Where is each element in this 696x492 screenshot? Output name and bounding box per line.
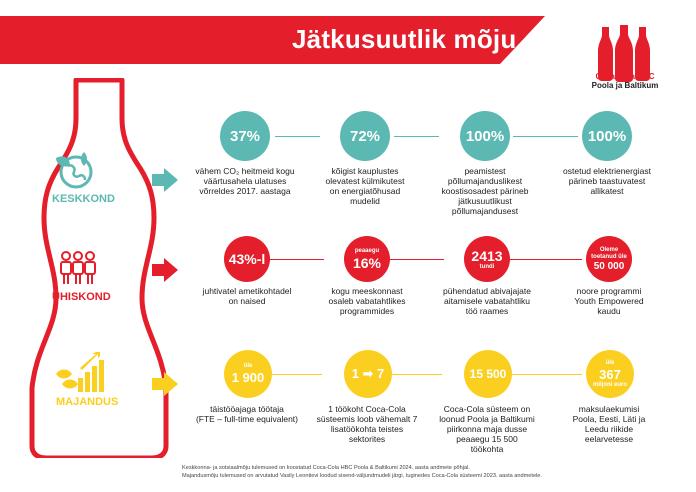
stat-circle: üle 1 900 xyxy=(224,350,272,398)
connector-line xyxy=(392,374,442,375)
growth-chart-icon xyxy=(56,352,104,392)
stat-caption: juhtivatel ametikohtadel on naised xyxy=(202,286,292,306)
section-label-society: ÜHISKOND xyxy=(52,291,111,303)
stat-suffix: tundi xyxy=(479,263,495,270)
stat-value: 15 500 xyxy=(469,367,507,381)
logo-region: Poola ja Baltikum xyxy=(591,81,659,90)
globe-leaf-icon xyxy=(56,152,93,189)
footnote: Majandusmõju tulemused on arvutatud Vasi… xyxy=(182,473,542,479)
stat-prefix: üle xyxy=(243,363,253,369)
stat-prefix: Oleme toetanud üle xyxy=(591,246,627,260)
stat-value: 2413 xyxy=(471,247,503,264)
connector-line xyxy=(272,374,322,375)
stat-caption: maksulaekumisi Poola, Eesti, Läti ja Leedu… xyxy=(572,404,646,444)
stat-circle: peaaegu 16% xyxy=(344,236,390,282)
stat-caption: kõigist kauplustes olevatest külmikutest o… xyxy=(325,166,405,206)
bottle-outline xyxy=(29,78,169,458)
arrow-right-icon xyxy=(152,258,178,282)
stat-caption: noore programmi Youth Empowered kaudu xyxy=(574,286,644,316)
stat-value: 1 ➡ 7 xyxy=(351,366,385,381)
stat-value: 72% xyxy=(349,127,381,145)
stat-value: 100% xyxy=(465,127,505,145)
section-label-environment: KESKKOND xyxy=(52,193,115,205)
stat-value: 37% xyxy=(229,127,261,145)
arrow-right-icon xyxy=(152,372,178,396)
stat-circle: 15 500 xyxy=(464,350,512,398)
stat-circle: 72% xyxy=(340,111,390,161)
stat-value: 16% xyxy=(352,254,382,271)
stat-circle: üle 367 miljoni euro xyxy=(586,350,634,398)
stat-prefix: peaaegu xyxy=(354,247,380,254)
stat-circle: 100% xyxy=(582,111,632,161)
stat-caption: täistööajaga töötaja (FTE – full-time equ… xyxy=(195,404,299,424)
stat-caption: vähem CO₂ heitmeid kogu väärtusahela ulat… xyxy=(195,166,295,196)
stat-value: 367 xyxy=(599,366,621,382)
stat-suffix: miljoni euro xyxy=(592,381,627,388)
stat-value: 50 000 xyxy=(593,260,625,272)
connector-line xyxy=(513,136,578,137)
arrow-right-icon xyxy=(152,168,178,192)
connector-line xyxy=(275,136,320,137)
stat-caption: Coca-Cola süsteem on loonud Poola ja Balt… xyxy=(439,404,535,454)
connector-line xyxy=(390,259,444,260)
stat-circle: Oleme toetanud üle 50 000 xyxy=(586,236,632,282)
stat-value: 43%-l xyxy=(228,251,266,267)
title-banner xyxy=(0,16,545,64)
footnote: Keskkonna- ja sotsiaalmõju tulemused on … xyxy=(182,465,470,471)
stat-circle: 37% xyxy=(220,111,270,161)
stat-circle: 100% xyxy=(460,111,510,161)
stat-circle: 1 ➡ 7 xyxy=(344,350,392,398)
section-label-economy: MAJANDUS xyxy=(56,396,119,408)
coca-cola-bottles-logo-icon xyxy=(598,25,650,82)
logo-brand: Coca-Cola HBC xyxy=(595,72,655,81)
stat-caption: pühendatud abivajajate aitamisele vabatah… xyxy=(443,286,531,316)
people-group-icon xyxy=(60,251,96,284)
connector-line xyxy=(270,259,324,260)
connector-line xyxy=(394,136,439,137)
stat-value: 1 900 xyxy=(231,370,265,385)
page-title: Jätkusuutlik mõju xyxy=(292,24,517,54)
connector-line xyxy=(512,374,582,375)
stat-circle: 2413 tundi xyxy=(464,236,510,282)
stat-caption: peamistest põllumajanduslikest koostisosad… xyxy=(441,166,529,216)
stat-caption: ostetud elektrienergiast pärineb taastuva… xyxy=(563,166,651,196)
stat-caption: kogu meeskonnast osaleb vabatahtlikes prog… xyxy=(328,286,406,316)
stat-circle: 43%-l xyxy=(224,236,270,282)
connector-line xyxy=(510,259,582,260)
stat-caption: 1 töökoht Coca-Cola süsteemis loob vähema… xyxy=(316,404,418,444)
stat-prefix: üle xyxy=(605,359,615,366)
stat-value: 100% xyxy=(587,127,627,145)
